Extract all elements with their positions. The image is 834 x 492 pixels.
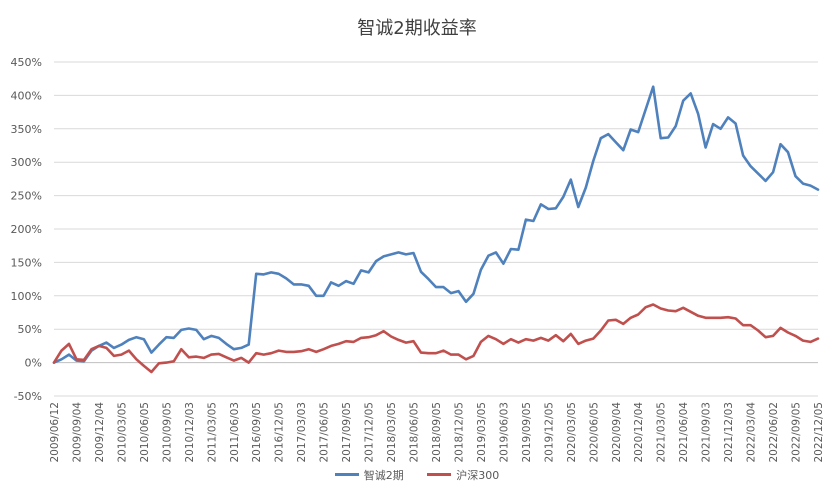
x-tick-label: 2022/06/02 [768,402,780,463]
x-tick-label: 2022/03/04 [746,402,758,463]
x-tick-label: 2016/12/05 [274,402,286,463]
legend-swatch-series-1 [334,473,359,476]
legend-label-series-1: 智诚2期 [363,468,404,482]
legend-label-series-2: 沪深300 [456,468,500,482]
y-tick-label: 0% [25,357,42,370]
x-tick-label: 2018/03/05 [386,402,398,463]
y-tick-label: 200% [11,223,42,236]
series-line-1 [52,85,820,364]
x-tick-label: 2018/12/05 [453,402,465,463]
x-tick-label: 2019/03/05 [476,402,488,463]
x-tick-label: 2021/06/04 [678,402,690,463]
x-tick-label: 2009/06/12 [49,402,61,463]
y-tick-label: 450% [11,56,42,69]
y-tick-label: 50% [18,323,42,336]
x-tick-label: 2010/12/03 [184,402,196,463]
x-axis-ticks: 2009/06/12 2009/09/04 2009/12/04 2010/03/05… [49,402,825,463]
y-tick-label: 150% [11,256,42,269]
x-tick-label: 2011/06/03 [229,402,241,463]
x-tick-label: 2019/09/05 [521,402,533,463]
x-tick-label: 2019/12/05 [543,402,555,463]
legend: 智诚2期 沪深300 [0,466,834,483]
y-tick-label: -50% [14,390,42,403]
x-tick-label: 2010/06/05 [139,402,151,463]
legend-item-series-1: 智诚2期 [334,467,404,483]
x-tick-label: 2009/12/04 [94,402,106,463]
x-tick-label: 2017/12/05 [364,402,376,463]
x-tick-label: 2020/06/05 [588,402,600,463]
gridlines [54,61,818,397]
legend-item-series-2: 沪深300 [427,467,499,483]
series-lines [52,85,820,374]
series-line-2 [52,303,820,374]
y-tick-label: 350% [11,123,42,136]
x-tick-label: 2018/09/05 [431,402,443,463]
y-tick-label: 250% [11,190,42,203]
x-tick-label: 2021/03/05 [656,402,668,463]
x-tick-label: 2010/09/05 [161,402,173,463]
x-tick-label: 2017/06/05 [319,402,331,463]
x-tick-label: 2020/09/04 [611,402,623,463]
chart-title: 智诚2期收益率 [357,18,477,39]
x-tick-label: 2020/03/05 [566,402,578,463]
x-tick-label: 2016/09/05 [251,402,263,463]
x-tick-label: 2019/06/03 [498,402,510,463]
x-tick-label: 2020/12/04 [633,402,645,463]
x-tick-label: 2022/09/05 [791,402,803,463]
x-tick-label: 2022/12/05 [813,402,825,463]
y-tick-label: 400% [11,89,42,102]
legend-swatch-series-2 [427,473,452,476]
y-tick-label: 100% [11,290,42,303]
x-tick-label: 2009/09/04 [71,402,83,463]
x-tick-label: 2021/12/03 [723,402,735,463]
y-axis-ticks: -50% 0% 50% 100% 150% 200% 250% 300% 350% 400% 450… [11,56,42,403]
x-tick-label: 2017/03/03 [296,402,308,463]
x-tick-label: 2021/09/03 [701,402,713,463]
x-tick-label: 2018/06/05 [409,402,421,463]
x-tick-label: 2010/03/05 [116,402,128,463]
x-tick-label: 2011/03/05 [206,402,218,463]
y-tick-label: 300% [11,156,42,169]
x-tick-label: 2017/09/05 [341,402,353,463]
